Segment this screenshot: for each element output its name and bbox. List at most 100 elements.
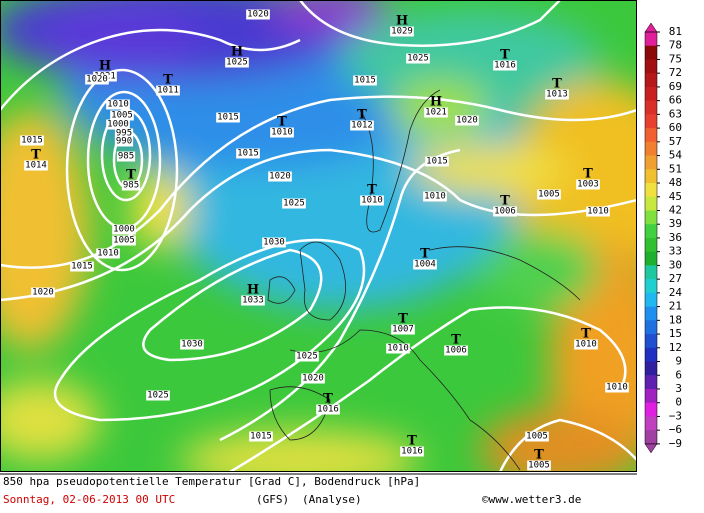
center-pressure-box — [576, 179, 600, 190]
isobar-label-box — [282, 198, 306, 209]
isobar-label: 1005 — [526, 432, 548, 442]
center-pressure-box — [121, 180, 141, 191]
center-symbol: T — [277, 115, 287, 130]
isobar-label: 1020 — [269, 172, 291, 182]
center-symbol: T — [367, 183, 377, 198]
scale-swatch — [645, 128, 657, 143]
scale-label: 24 — [669, 286, 683, 299]
isobar-label-box — [146, 390, 170, 401]
isobar-label-box — [114, 136, 134, 147]
scale-swatch — [645, 73, 657, 88]
model-name: (GFS) — [256, 493, 289, 506]
scale-label: 27 — [669, 272, 682, 285]
isobar-label-box — [425, 156, 449, 167]
isobar-label-box — [112, 235, 136, 246]
center-symbol: H — [231, 45, 243, 60]
center-symbol: H — [99, 59, 111, 74]
center-symbol: T — [581, 327, 591, 342]
isobar-label-box — [423, 191, 447, 202]
scale-swatch — [645, 114, 657, 129]
scale-swatch — [645, 169, 657, 184]
scale-label: 63 — [669, 107, 682, 120]
center-pressure: 1016 — [317, 405, 339, 415]
center-symbol: T — [583, 167, 593, 182]
scale-swatch — [645, 32, 657, 47]
isobar-label-box — [262, 237, 286, 248]
scale-label: 3 — [675, 382, 682, 395]
center-symbol: T — [407, 434, 417, 449]
color-scale: 8178757269666360575451484542393633302724… — [644, 22, 683, 454]
center-pressure-box — [545, 89, 569, 100]
scale-swatch — [645, 265, 657, 280]
map-labels: H1029H1025H1021T1011T1016T1013T985T1014T… — [20, 9, 629, 471]
center-pressure: 1013 — [546, 90, 568, 100]
isobar-label-box — [525, 431, 549, 442]
isobar-label-box — [301, 373, 325, 384]
center-pressure-box — [493, 60, 517, 71]
center-symbol: T — [126, 168, 136, 183]
scale-arrow-bottom — [644, 443, 658, 454]
map-area — [0, 0, 637, 472]
isobar-label-box — [20, 135, 44, 146]
center-symbol: H — [396, 14, 408, 29]
center-pressure-box — [391, 324, 415, 335]
center-symbol: T — [451, 333, 461, 348]
scale-swatch — [645, 334, 657, 349]
center-pressure-box — [270, 127, 294, 138]
scale-swatch — [645, 141, 657, 157]
isobar-label: 1020 — [456, 116, 478, 126]
center-pressure-box — [24, 160, 48, 171]
isobar-label-box — [268, 171, 292, 182]
center-pressure-box — [413, 259, 437, 270]
scale-label: 12 — [669, 341, 682, 354]
center-pressure: 1021 — [425, 108, 447, 118]
center-pressure: 1007 — [392, 325, 414, 335]
isobar-label: 1025 — [283, 199, 305, 209]
isobar-label: 1000 — [107, 120, 129, 130]
center-symbol: T — [163, 73, 173, 88]
isobar-label-box — [386, 343, 410, 354]
isobar-label: 1010 — [587, 207, 609, 217]
center-pressure-box — [350, 120, 374, 131]
scale-swatch — [645, 196, 657, 211]
center-pressure: 1010 — [271, 128, 293, 138]
center-pressure-box — [156, 85, 180, 96]
center-symbol: T — [31, 148, 41, 163]
scale-label: 75 — [669, 52, 682, 65]
scale-label: 42 — [669, 203, 682, 216]
isobar-label: 1020 — [32, 288, 54, 298]
isobar-label-box — [114, 128, 134, 139]
scale-label: 45 — [669, 190, 682, 203]
isobar-label-box — [249, 431, 273, 442]
center-pressure: 1010 — [575, 340, 597, 350]
center-pressure-box — [316, 404, 340, 415]
isobar-label-box — [236, 148, 260, 159]
center-pressure-box — [424, 107, 448, 118]
scale-label: 30 — [669, 258, 682, 271]
scale-swatch — [645, 402, 657, 417]
center-pressure-box — [360, 195, 384, 206]
scale-label: 39 — [669, 217, 682, 230]
isobar-label: 1030 — [263, 238, 285, 248]
scale-swatch — [645, 210, 657, 225]
isobar-label-box — [106, 99, 130, 110]
coastlines — [267, 89, 581, 471]
isobar-label-box — [70, 261, 94, 272]
isobar-label-box — [106, 119, 130, 130]
scale-label: 21 — [669, 300, 682, 313]
isobar-label: 1030 — [181, 340, 203, 350]
isobar-label-box — [116, 151, 136, 162]
scale-swatch — [645, 237, 657, 253]
scale-swatch — [645, 86, 657, 102]
scale-swatch — [645, 45, 657, 60]
center-symbol: T — [552, 77, 562, 92]
map-frame — [0, 0, 637, 472]
scale-label: 48 — [669, 176, 682, 189]
scale-swatch — [645, 292, 657, 308]
center-pressure: 1014 — [25, 161, 47, 171]
center-symbol: H — [430, 95, 442, 110]
isobar-label-box — [96, 248, 120, 259]
scale-label: 36 — [669, 231, 682, 244]
isobar-label: 1010 — [606, 383, 628, 393]
